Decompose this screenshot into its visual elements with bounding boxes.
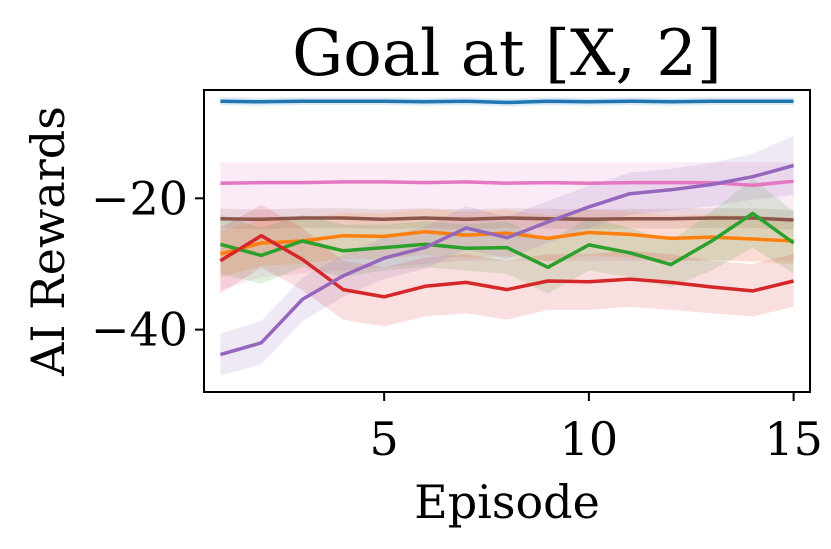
y-tick-label: −40 — [91, 303, 188, 357]
y-axis-ticks: −20 −40 — [91, 171, 204, 357]
x-axis-ticks: 5 10 15 — [370, 392, 823, 466]
chart-title: Goal at [X, 2] — [292, 17, 722, 91]
series-4-band — [220, 208, 794, 278]
series-5-line — [219, 211, 795, 270]
series-1-line — [220, 99, 794, 105]
series-6-band — [220, 204, 794, 327]
x-axis-label: Episode — [414, 475, 600, 529]
y-axis-label: AI Rewards — [21, 106, 75, 377]
x-tick-label: 15 — [764, 412, 823, 466]
series-lines — [219, 99, 795, 357]
x-tick-label: 5 — [370, 412, 399, 466]
plot-frame — [203, 89, 811, 393]
series-7-line — [219, 163, 795, 357]
series-7-band — [220, 136, 794, 376]
x-tick-label: 10 — [560, 412, 619, 466]
series-2-line — [220, 179, 794, 187]
y-tick-label: −20 — [91, 171, 188, 225]
series-3-line — [220, 216, 794, 222]
series-6-line — [219, 233, 795, 299]
series-4-line — [219, 230, 794, 256]
